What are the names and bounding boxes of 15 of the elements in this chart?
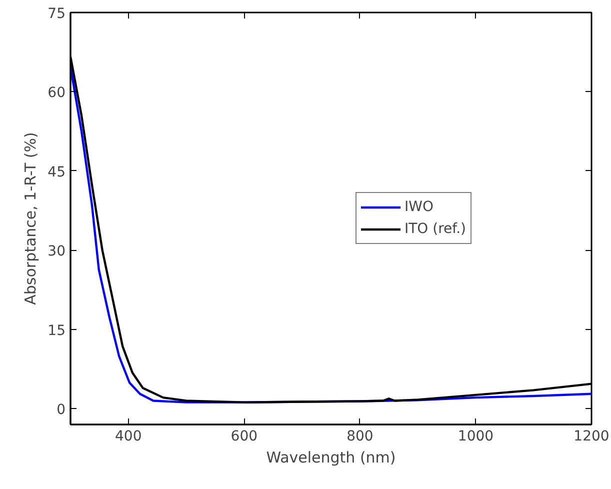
y-tick-label: 45 [48,164,66,180]
x-tick-label: 1200 [574,428,610,444]
y-tick-label: 15 [48,322,66,339]
legend-label: IWO [404,199,434,215]
x-tick-label: 600 [230,428,258,444]
y-tick-label: 30 [48,244,66,260]
y-tick-label: 0 [56,402,66,418]
legend-label: ITO (ref.) [404,221,466,237]
x-tick-label: 800 [346,428,374,444]
y-tick-label: 75 [48,6,66,22]
x-tick-label: 400 [115,428,142,444]
x-axis-title: Wavelength (nm) [266,448,396,466]
x-tick-label: 1000 [458,428,494,444]
y-axis-title: Absorptance, 1-R-T (%) [22,132,40,305]
y-tick-label: 60 [48,85,66,102]
